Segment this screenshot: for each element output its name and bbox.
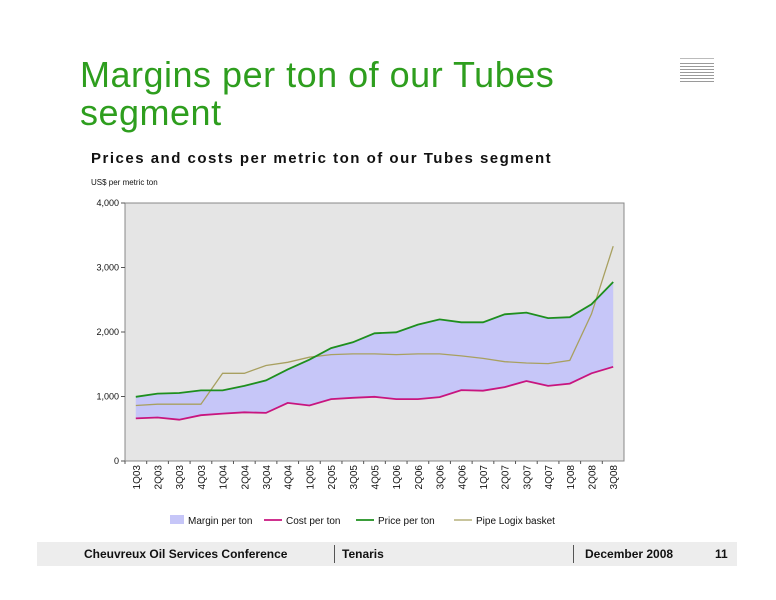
y-axis-unit-label: US$ per metric ton (91, 178, 158, 187)
x-tick-label: 3Q04 (262, 465, 273, 490)
legend-swatch-margin (170, 515, 184, 524)
tenaris-logo (680, 58, 714, 90)
footer-bar: Cheuvreux Oil Services Conference Tenari… (37, 542, 737, 566)
legend-label: Price per ton (378, 516, 435, 527)
chart: 0 1,000 2,000 3,000 4,000 1Q03 2Q03 3Q03 4Q03 1Q0… (96, 198, 625, 527)
footer-divider (334, 545, 335, 563)
x-tick-label: 4Q03 (197, 465, 208, 490)
x-tick-label: 3Q07 (522, 465, 533, 490)
x-tick-label: 3Q08 (609, 465, 620, 490)
x-tick-label: 1Q07 (479, 465, 490, 490)
slide-title: Margins per ton of our Tubes segment (80, 54, 555, 133)
footer-page-number: 11 (715, 547, 728, 561)
y-tick-label: 0 (114, 456, 119, 466)
footer-company: Tenaris (342, 547, 384, 561)
series-line-pipe-logix-basket (135, 246, 614, 407)
x-tick-label: 4Q04 (284, 465, 295, 490)
series-line-price-per-ton (135, 281, 614, 398)
x-tick-label: 2Q04 (240, 465, 251, 490)
y-tick-label: 3,000 (96, 263, 119, 273)
x-tick-label: 4Q05 (371, 465, 382, 490)
legend-label: Margin per ton (188, 516, 252, 527)
legend-label: Pipe Logix basket (476, 516, 555, 527)
y-tick-label: 1,000 (96, 392, 119, 402)
x-tick-label: 3Q03 (175, 465, 186, 490)
footer-divider (573, 545, 574, 563)
x-tick-label: 1Q06 (392, 465, 403, 490)
x-tick-label: 1Q03 (132, 465, 143, 490)
legend-label: Cost per ton (286, 516, 340, 527)
x-tick-label: 2Q03 (154, 465, 165, 490)
x-tick-label: 2Q08 (587, 465, 598, 490)
x-tick-label: 4Q06 (457, 465, 468, 490)
margin-area (135, 282, 614, 420)
x-tick-label: 2Q05 (327, 465, 338, 490)
footer-conference: Cheuvreux Oil Services Conference (84, 547, 288, 561)
y-tick-label: 2,000 (96, 327, 119, 337)
x-tick-label: 4Q07 (544, 465, 555, 490)
x-tick-label: 2Q06 (414, 465, 425, 490)
y-tick-label: 4,000 (96, 198, 119, 208)
footer-date: December 2008 (585, 547, 674, 561)
x-tick-label: 3Q06 (436, 465, 447, 490)
x-tick-label: 1Q04 (219, 465, 230, 490)
series-line-cost-per-ton (135, 365, 614, 421)
x-tick-label: 1Q08 (566, 465, 577, 490)
x-tick-label: 3Q05 (349, 465, 360, 490)
chart-title: Prices and costs per metric ton of our T… (91, 150, 553, 167)
x-tick-label: 2Q07 (501, 465, 512, 490)
x-tick-label: 1Q05 (305, 465, 316, 490)
